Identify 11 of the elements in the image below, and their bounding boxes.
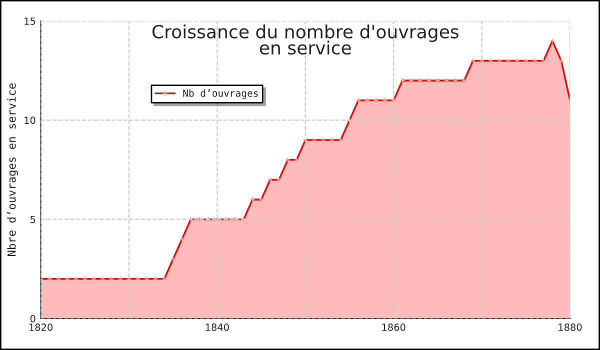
y-tick-label: 10 <box>24 116 36 124</box>
y-tick-label: 5 <box>30 216 36 224</box>
legend-label: Nb d’ouvrages <box>183 89 258 99</box>
x-tick-label: 1880 <box>558 324 582 331</box>
y-tick-label: 15 <box>24 18 36 25</box>
y-tick-label: 0 <box>30 314 36 322</box>
text: Croissance du nombre d'ouvrages en service <box>152 24 458 55</box>
y-axis-title: Nbre d’ouvrages en service <box>7 83 18 256</box>
x-tick-label: 1860 <box>382 324 406 331</box>
x-tick-label: 1840 <box>206 324 229 331</box>
x-tick-label: 1820 <box>29 324 53 331</box>
